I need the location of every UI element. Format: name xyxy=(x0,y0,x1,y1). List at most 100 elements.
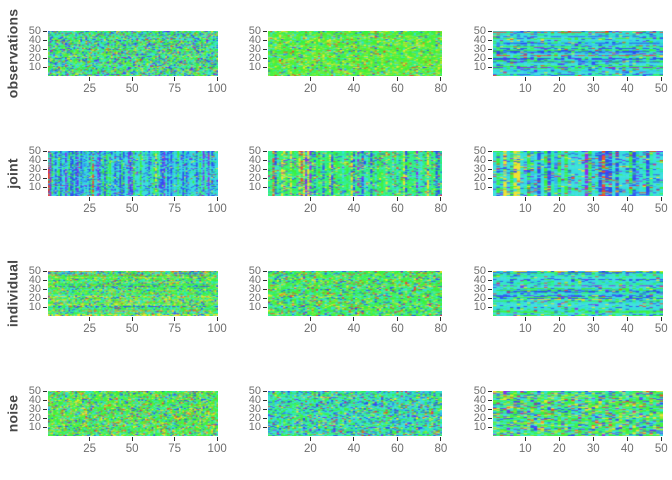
x-tick-label-noise-3-10: 10 xyxy=(518,443,532,455)
y-tick-mark-observations-2-30 xyxy=(263,48,267,50)
x-tick-mark-joint-1-25 xyxy=(89,197,91,201)
x-tick-mark-noise-3-40 xyxy=(626,437,628,441)
x-tick-mark-joint-1-100 xyxy=(216,197,218,201)
heatmap-canvas-individual-1 xyxy=(48,271,218,316)
y-tick-label-individual-1-20: 20 xyxy=(28,292,41,305)
x-tick-label-observations-2-40: 40 xyxy=(347,83,361,95)
x-tick-label-individual-3-50: 50 xyxy=(654,323,668,335)
y-tick-mark-individual-2-50 xyxy=(263,270,267,272)
x-tick-label-individual-3-20: 20 xyxy=(552,323,566,335)
x-tick-mark-noise-2-60 xyxy=(396,437,398,441)
y-tick-label-noise-3-10: 10 xyxy=(473,421,486,434)
y-tick-label-individual-1-40: 40 xyxy=(28,274,41,287)
x-tick-mark-individual-2-20 xyxy=(309,317,311,321)
y-tick-mark-observations-1-40 xyxy=(43,39,47,41)
y-tick-label-noise-2-30: 30 xyxy=(248,403,261,416)
y-tick-mark-individual-1-30 xyxy=(43,288,47,290)
y-tick-mark-noise-1-20 xyxy=(43,417,47,419)
y-tick-label-noise-3-20: 20 xyxy=(473,412,486,425)
x-tick-mark-individual-3-10 xyxy=(524,317,526,321)
x-tick-label-noise-1-100: 100 xyxy=(207,443,227,455)
y-tick-label-observations-3-10: 10 xyxy=(473,61,486,74)
heatmap-canvas-individual-3 xyxy=(493,271,663,316)
x-tick-label-individual-3-40: 40 xyxy=(620,323,634,335)
x-tick-mark-joint-2-60 xyxy=(396,197,398,201)
x-tick-mark-individual-1-25 xyxy=(89,317,91,321)
x-tick-label-joint-3-10: 10 xyxy=(518,203,532,215)
x-tick-label-noise-3-20: 20 xyxy=(552,443,566,455)
x-tick-label-joint-3-40: 40 xyxy=(620,203,634,215)
y-tick-mark-observations-1-50 xyxy=(43,30,47,32)
x-tick-label-individual-1-100: 100 xyxy=(207,323,227,335)
y-tick-mark-individual-2-40 xyxy=(263,279,267,281)
y-tick-mark-individual-3-20 xyxy=(488,297,492,299)
x-tick-label-individual-3-30: 30 xyxy=(586,323,600,335)
y-tick-label-noise-1-50: 50 xyxy=(28,385,41,398)
x-tick-mark-noise-3-50 xyxy=(660,437,662,441)
x-tick-label-individual-3-10: 10 xyxy=(518,323,532,335)
y-tick-label-noise-3-30: 30 xyxy=(473,403,486,416)
y-tick-label-observations-2-50: 50 xyxy=(248,25,261,38)
y-tick-label-observations-1-50: 50 xyxy=(28,25,41,38)
y-tick-label-joint-3-40: 40 xyxy=(473,154,486,167)
x-tick-label-joint-3-50: 50 xyxy=(654,203,668,215)
y-tick-label-individual-1-30: 30 xyxy=(28,283,41,296)
y-tick-mark-noise-2-40 xyxy=(263,399,267,401)
y-tick-label-individual-3-50: 50 xyxy=(473,265,486,278)
y-tick-mark-noise-1-40 xyxy=(43,399,47,401)
y-tick-label-individual-2-20: 20 xyxy=(248,292,261,305)
x-tick-label-observations-1-100: 100 xyxy=(207,83,227,95)
x-tick-mark-joint-2-40 xyxy=(353,197,355,201)
y-tick-label-observations-2-30: 30 xyxy=(248,43,261,56)
heatmap-canvas-noise-1 xyxy=(48,391,218,436)
x-tick-label-noise-2-60: 60 xyxy=(391,443,404,455)
x-tick-mark-observations-1-25 xyxy=(89,77,91,81)
x-tick-mark-individual-2-40 xyxy=(353,317,355,321)
x-tick-mark-joint-3-30 xyxy=(592,197,594,201)
y-tick-label-individual-1-50: 50 xyxy=(28,265,41,278)
x-tick-label-joint-2-40: 40 xyxy=(347,203,361,215)
y-tick-mark-joint-2-30 xyxy=(263,168,267,170)
heatmap-canvas-observations-3 xyxy=(493,31,663,76)
y-tick-label-noise-1-30: 30 xyxy=(28,403,41,416)
y-tick-mark-joint-1-20 xyxy=(43,177,47,179)
y-tick-mark-individual-1-20 xyxy=(43,297,47,299)
y-tick-mark-joint-1-40 xyxy=(43,159,47,161)
heatmap-canvas-noise-2 xyxy=(268,391,442,436)
y-tick-label-observations-2-20: 20 xyxy=(248,52,261,65)
y-tick-mark-individual-1-40 xyxy=(43,279,47,281)
x-tick-mark-noise-3-10 xyxy=(524,437,526,441)
y-tick-mark-individual-2-10 xyxy=(263,306,267,308)
y-tick-mark-noise-1-10 xyxy=(43,426,47,428)
y-tick-label-noise-2-50: 50 xyxy=(248,385,261,398)
y-tick-label-noise-1-20: 20 xyxy=(28,412,41,425)
y-tick-mark-observations-3-20 xyxy=(488,57,492,59)
x-tick-label-observations-2-20: 20 xyxy=(304,83,317,95)
x-tick-mark-joint-3-50 xyxy=(660,197,662,201)
x-tick-label-individual-1-75: 75 xyxy=(168,323,182,335)
y-tick-mark-noise-3-50 xyxy=(488,390,492,392)
heatmap-canvas-joint-2 xyxy=(268,151,442,196)
x-tick-label-observations-3-20: 20 xyxy=(552,83,566,95)
x-tick-mark-individual-1-50 xyxy=(131,317,133,321)
y-tick-label-observations-3-50: 50 xyxy=(473,25,486,38)
y-tick-label-observations-1-30: 30 xyxy=(28,43,41,56)
y-tick-label-individual-2-30: 30 xyxy=(248,283,261,296)
y-tick-label-joint-1-40: 40 xyxy=(28,154,41,167)
y-tick-mark-joint-1-50 xyxy=(43,150,47,152)
x-tick-mark-joint-1-75 xyxy=(174,197,176,201)
x-tick-mark-joint-3-40 xyxy=(626,197,628,201)
y-tick-mark-individual-2-30 xyxy=(263,288,267,290)
y-tick-mark-observations-3-50 xyxy=(488,30,492,32)
x-tick-mark-individual-2-80 xyxy=(440,317,442,321)
x-tick-mark-observations-2-40 xyxy=(353,77,355,81)
y-tick-label-noise-3-40: 40 xyxy=(473,394,486,407)
heatmap-canvas-noise-3 xyxy=(493,391,663,436)
x-tick-mark-noise-1-50 xyxy=(131,437,133,441)
heatmap-canvas-joint-1 xyxy=(48,151,218,196)
x-tick-mark-observations-3-50 xyxy=(660,77,662,81)
y-tick-label-individual-2-10: 10 xyxy=(248,301,261,314)
x-tick-label-noise-3-50: 50 xyxy=(654,443,668,455)
y-tick-mark-noise-1-50 xyxy=(43,390,47,392)
heatmap-canvas-individual-2 xyxy=(268,271,442,316)
